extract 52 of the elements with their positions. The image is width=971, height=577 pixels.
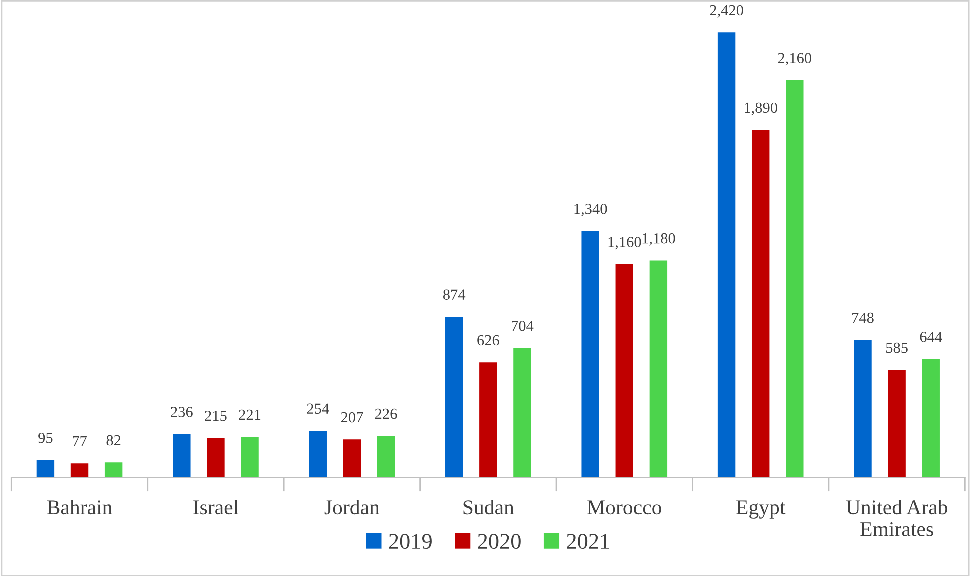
data-label: 748	[852, 312, 874, 324]
legend-label: 2019	[389, 534, 432, 550]
bar	[241, 437, 259, 478]
bar	[446, 317, 464, 478]
bar	[582, 231, 600, 478]
bar	[718, 32, 736, 478]
data-label: 1,160	[608, 237, 642, 250]
bar	[786, 80, 804, 478]
bar	[104, 462, 123, 478]
data-label: 1,340	[574, 204, 608, 216]
data-label: 874	[443, 290, 466, 300]
bar	[377, 436, 396, 478]
bar	[616, 264, 634, 478]
bar	[854, 340, 872, 478]
data-label: 221	[239, 410, 261, 420]
bar	[922, 359, 940, 478]
data-label: 77	[73, 436, 87, 446]
x-tick-label: Bahrain	[47, 500, 112, 515]
bar	[480, 362, 498, 478]
bar	[888, 370, 906, 478]
x-tick-label: Egypt	[736, 500, 786, 519]
data-label: 254	[307, 404, 330, 414]
data-label: 585	[886, 342, 908, 354]
x-tick-label: Morocco	[588, 500, 662, 515]
bar	[514, 348, 532, 478]
bar	[343, 440, 362, 478]
data-label: 1,180	[642, 233, 676, 246]
data-label: 226	[375, 408, 398, 420]
data-label: 704	[512, 320, 534, 332]
bar	[309, 431, 327, 478]
data-label: 1,890	[745, 102, 778, 116]
data-label: 207	[341, 412, 364, 423]
bar	[752, 130, 770, 478]
data-label: 2,160	[778, 53, 812, 66]
legend-label: 2020	[478, 534, 521, 550]
x-tick-label: Sudan	[464, 500, 514, 515]
bar	[207, 438, 225, 478]
data-label: 236	[171, 407, 193, 418]
bar	[70, 464, 89, 478]
data-label: 82	[106, 435, 121, 446]
bar	[173, 434, 191, 478]
data-label: 626	[478, 335, 500, 346]
data-label: 215	[205, 410, 227, 422]
legend-label: 2021	[567, 534, 610, 550]
bar	[650, 260, 668, 478]
x-tick-label: United Arab Emirates	[846, 500, 948, 536]
data-label: 644	[920, 332, 942, 342]
data-label: 2,420	[710, 5, 744, 18]
x-tick-label: Israel	[194, 500, 239, 515]
bar	[36, 460, 55, 478]
data-label: 95	[38, 433, 53, 444]
x-tick-label: Jordan	[324, 500, 380, 515]
